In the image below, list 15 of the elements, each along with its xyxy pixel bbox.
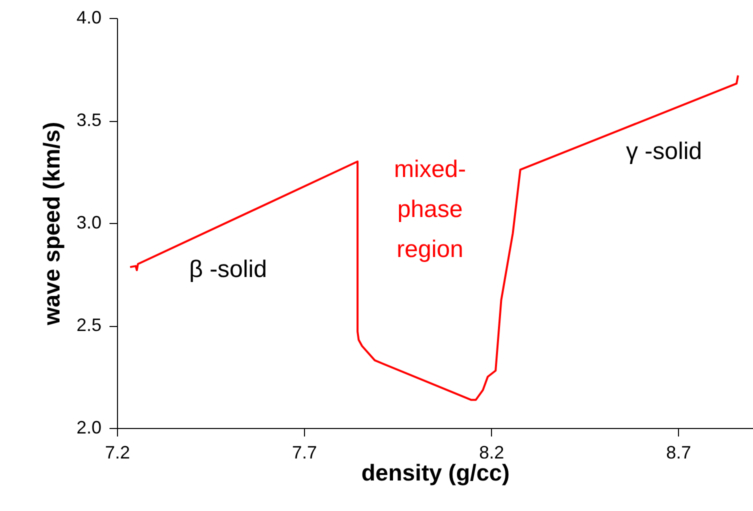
line-series — [129, 74, 740, 401]
y-tick-label: 3.5 — [76, 110, 102, 130]
y-axis-title: wave speed (km/s) — [38, 122, 64, 326]
y-tick-label: 4.0 — [76, 8, 102, 28]
annotation: mixed- phase region — [394, 156, 466, 263]
x-tick-label: 7.7 — [292, 442, 318, 462]
y-tick-label: 2.0 — [76, 418, 102, 438]
x-tick-label: 8.2 — [479, 442, 504, 462]
x-axis-title: density (g/cc) — [361, 460, 510, 486]
y-tick-label: 3.0 — [76, 212, 102, 232]
x-tick-label: 7.2 — [104, 442, 130, 462]
x-tick-label: 8.7 — [666, 442, 692, 462]
annotation: γ -solid — [626, 138, 702, 165]
y-tick-label: 2.5 — [76, 315, 102, 335]
annotation: β -solid — [189, 256, 267, 283]
